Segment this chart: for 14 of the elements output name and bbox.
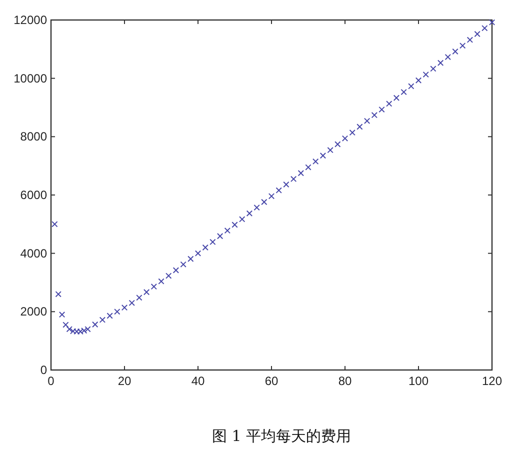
y-tick-label: 4000 xyxy=(20,246,48,260)
y-tick-label: 2000 xyxy=(20,304,48,319)
x-tick-label: 100 xyxy=(408,374,429,388)
y-tick-label: 8000 xyxy=(20,130,48,144)
caption: 图 1 平均每天的费用 xyxy=(212,427,352,445)
x-tick-label: 120 xyxy=(482,374,502,388)
x-tick-label: 40 xyxy=(191,374,205,388)
y-tick-label: 12000 xyxy=(14,13,48,27)
x-tick-label: 20 xyxy=(118,374,132,388)
y-tick-label: 6000 xyxy=(20,188,48,202)
y-tick-label: 0 xyxy=(40,363,48,377)
x-tick-label: 60 xyxy=(264,374,278,388)
x-tick-label: 80 xyxy=(338,374,352,388)
y-tick-label: 10000 xyxy=(14,71,48,86)
